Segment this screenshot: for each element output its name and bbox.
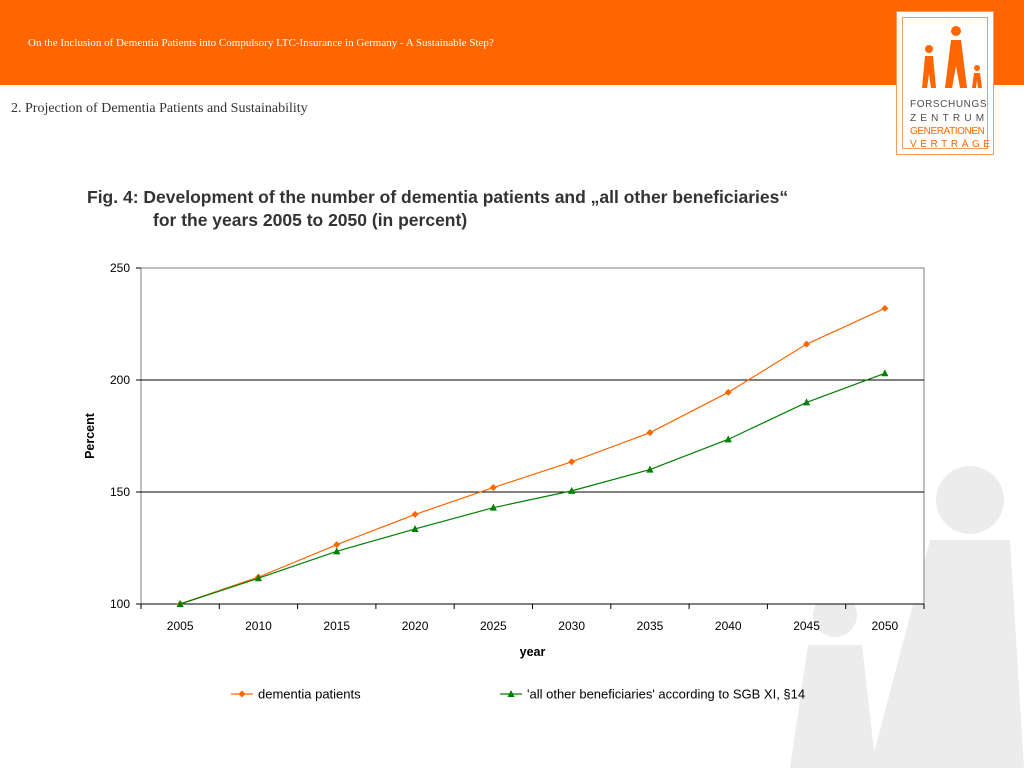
series-1-point-9 — [881, 369, 889, 377]
y-tick-label-1: 150 — [110, 485, 130, 499]
logo-line-4: VERTRÄGE — [910, 139, 994, 150]
x-tick-label-2: 2015 — [323, 619, 350, 633]
series-0-point-6 — [646, 429, 654, 437]
series-1-point-8 — [802, 398, 811, 406]
series-1-point-6 — [646, 465, 654, 473]
series-0-point-8 — [803, 340, 811, 348]
y-tick-label-0: 100 — [110, 597, 130, 611]
header-banner: On the Inclusion of Dementia Patients in… — [0, 0, 1024, 85]
logo-line-1: FORSCHUNGS — [910, 99, 988, 110]
series-1-point-7 — [724, 435, 732, 443]
watermark-figures — [790, 466, 1024, 768]
legend-label-0: dementia patients — [258, 687, 361, 702]
x-tick-label-6: 2035 — [637, 619, 664, 633]
series-0-point-3 — [411, 510, 419, 518]
x-tick-label-0: 2005 — [167, 619, 194, 633]
series-0-point-2 — [333, 541, 341, 549]
series-1-point-2 — [333, 547, 341, 555]
legend-label-1: 'all other beneficiaries' according to S… — [527, 687, 805, 702]
series-0-point-4 — [489, 484, 497, 492]
series-1-point-4 — [489, 503, 497, 511]
y-tick-label-3: 250 — [110, 261, 130, 275]
x-tick-label-7: 2040 — [715, 619, 742, 633]
series-1-point-3 — [411, 524, 419, 532]
series-line-1 — [179, 372, 886, 605]
x-axis-title: year — [520, 645, 546, 659]
series-line-0 — [179, 307, 886, 605]
x-tick-label-9: 2050 — [871, 619, 898, 633]
series-0-point-7 — [724, 388, 732, 396]
logo-figures-icon — [922, 26, 982, 88]
figure-title-line-2: for the years 2005 to 2050 (in percent) — [153, 210, 468, 230]
series-1-point-5 — [568, 486, 576, 494]
y-axis-title: Percent — [83, 412, 97, 459]
presentation-title: On the Inclusion of Dementia Patients in… — [28, 37, 494, 49]
x-tick-label-4: 2025 — [480, 619, 507, 633]
plot-area — [140, 267, 925, 605]
x-tick-label-3: 2020 — [402, 619, 429, 633]
figure-title-line-1: Fig. 4: Development of the number of dem… — [87, 187, 789, 207]
logo-line-2: ZENTRUM — [910, 113, 989, 124]
x-tick-label-5: 2030 — [558, 619, 585, 633]
figure-title: Fig. 4: Development of the number of dem… — [87, 186, 788, 232]
legend-marker-0 — [238, 690, 246, 698]
section-title: 2. Projection of Dementia Patients and S… — [11, 101, 308, 116]
logo-frame: FORSCHUNGS ZENTRUM GENERATIONEN VERTRÄGE — [902, 17, 990, 150]
x-tick-label-8: 2045 — [793, 619, 820, 633]
legend-marker-1 — [507, 690, 515, 697]
series-0-point-9 — [881, 304, 889, 312]
y-tick-label-2: 200 — [110, 373, 130, 387]
x-tick-label-1: 2010 — [245, 619, 272, 633]
logo: FORSCHUNGS ZENTRUM GENERATIONEN VERTRÄGE — [896, 11, 994, 155]
series-1-point-1 — [254, 574, 263, 582]
series-1-point-0 — [176, 600, 184, 607]
logo-line-3: GENERATIONEN — [910, 126, 985, 137]
series-0-point-5 — [568, 458, 576, 466]
